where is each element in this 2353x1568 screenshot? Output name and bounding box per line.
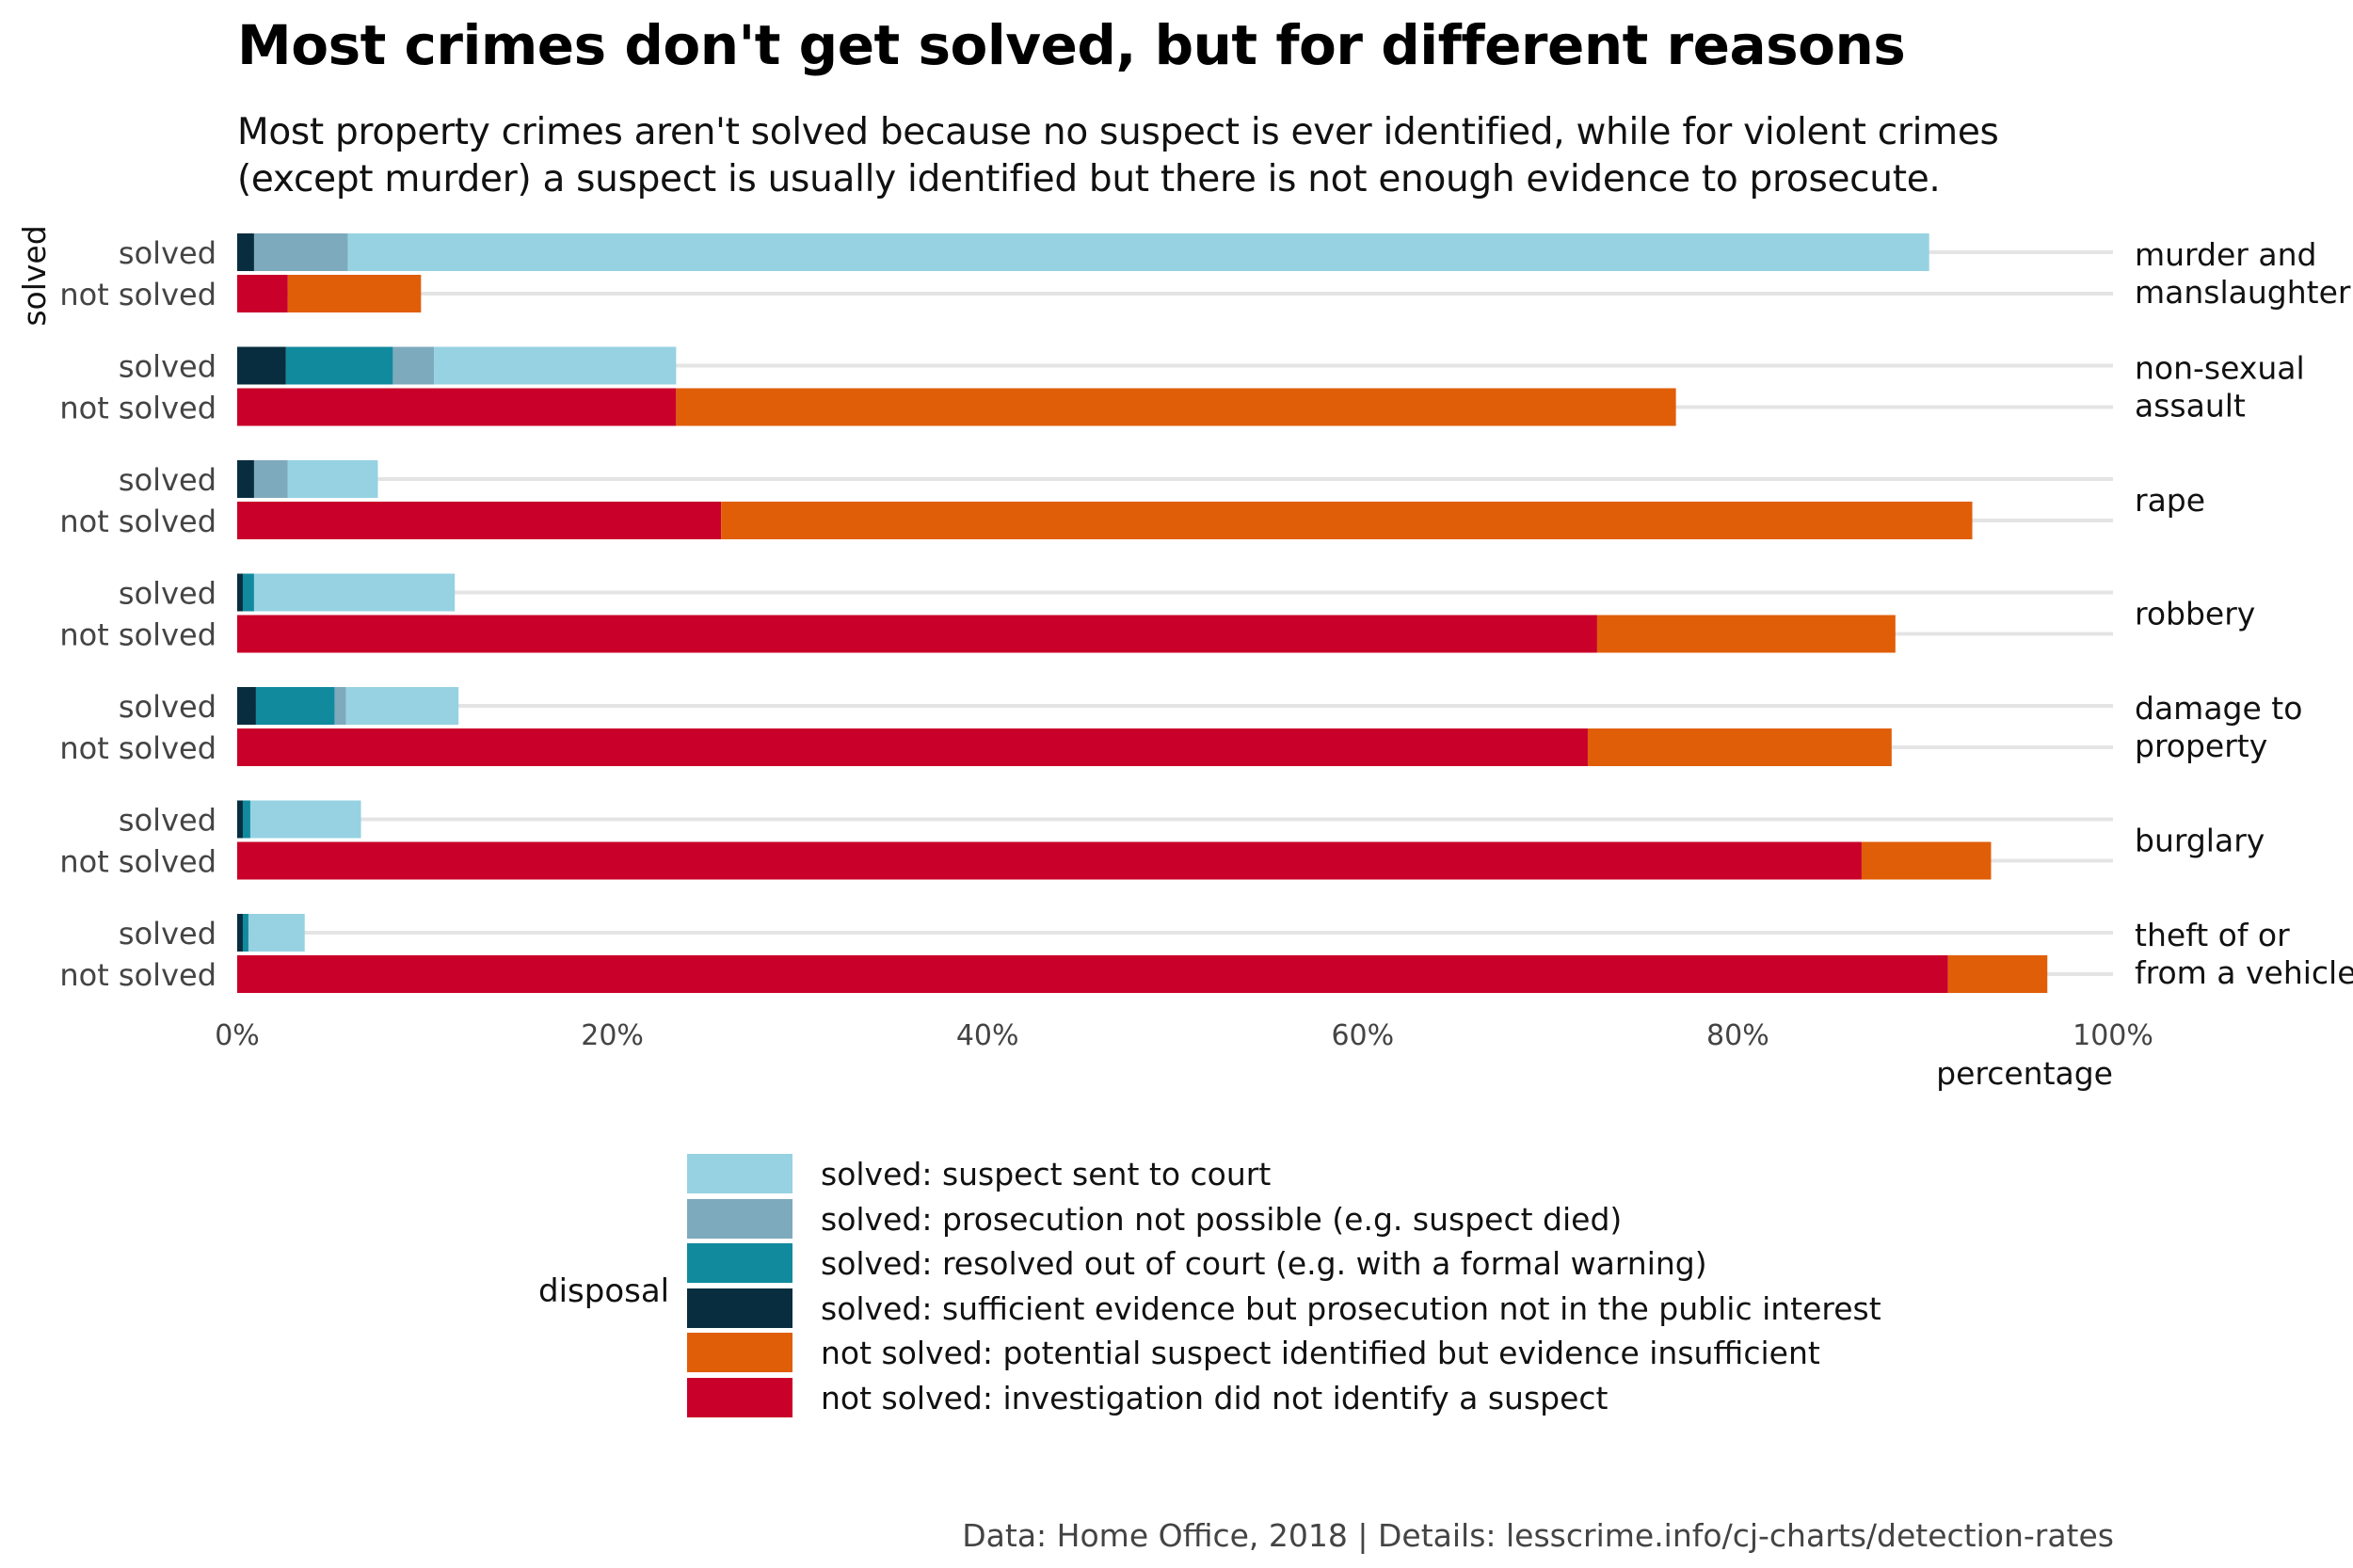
bar-segment-robbery-not-solved [237,615,1597,653]
row-label: not solved [59,617,216,653]
x-tick-label: 100% [2073,1019,2153,1052]
crime-label: property [2135,728,2267,764]
bar-segment-robbery-not-solved [1596,615,1896,653]
bar-segment-robbery-solved [237,573,243,612]
chart-subtitle-line-2: (except murder) a suspect is usually ide… [237,158,1941,200]
bar-segment-non-sexual-assault-not-solved [237,388,677,426]
row-label: not solved [59,277,216,312]
bar-segment-rape-solved [287,460,378,498]
bar-segment-non-sexual-assault-solved [285,346,393,385]
bar-segment-non-sexual-assault-solved [434,346,677,385]
legend-swatch [687,1288,792,1328]
bar-segment-murder-and-manslaughter-not-solved [237,275,288,312]
legend-swatch [687,1198,792,1239]
row-label: not solved [59,391,216,426]
chart-subtitle-line-1: Most property crimes aren't solved becau… [237,111,1999,153]
chart-title: Most crimes don't get solved, but for di… [237,13,1906,77]
bar-segment-theft-of-or-from-a-vehicle-solved [237,914,243,952]
bar-segment-non-sexual-assault-solved [392,346,435,385]
row-label: solved [119,803,216,839]
bar-segment-burglary-solved [249,800,361,839]
bar-segment-damage-to-property-solved [237,687,256,725]
bar-segment-murder-and-manslaughter-solved [347,233,1929,271]
legend-label: solved: prosecution not possible (e.g. s… [821,1200,1623,1238]
crime-label: rape [2135,482,2205,519]
row-label: solved [119,462,216,498]
crime-label: from a vehicle [2135,954,2353,991]
bar-segment-non-sexual-assault-not-solved [676,388,1676,426]
crime-label: manslaughter [2135,274,2351,311]
bar-segment-burglary-not-solved [1861,841,1992,880]
legend-title: disposal [538,1272,670,1310]
bar-segment-burglary-solved [237,800,243,839]
y-axis-title: solved [16,225,53,326]
bar-segment-murder-and-manslaughter-solved [253,233,348,271]
legend-label: not solved: investigation did not identi… [821,1379,1609,1416]
row-label: solved [119,576,216,612]
crime-label: murder and [2135,236,2316,273]
bar-segment-burglary-solved [242,800,250,839]
crime-label: assault [2135,388,2246,424]
bars [237,233,2048,993]
row-label: solved [119,349,216,385]
x-tick-label: 40% [956,1019,1019,1052]
bar-segment-non-sexual-assault-solved [237,346,286,385]
legend-swatch [687,1243,792,1283]
legend-label: solved: resolved out of court (e.g. with… [821,1245,1707,1282]
row-label: not solved [59,957,216,993]
row-label: solved [119,916,216,952]
bar-segment-theft-of-or-from-a-vehicle-solved [242,914,248,952]
crime-label: burglary [2135,823,2265,859]
legend-label: solved: suspect sent to court [821,1156,1272,1192]
bar-segment-damage-to-property-not-solved [1587,728,1892,766]
legend-label: solved: sufficient evidence but prosecut… [821,1289,1881,1327]
x-axis-title: percentage [1936,1055,2113,1092]
chart-caption: Data: Home Office, 2018 | Details: lessc… [962,1517,2114,1554]
bar-segment-robbery-solved [253,573,456,612]
x-tick-label: 0% [215,1019,260,1052]
bar-segment-murder-and-manslaughter-solved [237,233,254,271]
bar-segment-theft-of-or-from-a-vehicle-solved [248,914,305,952]
row-label: solved [119,689,216,725]
x-tick-label: 20% [581,1019,644,1052]
crime-label: robbery [2135,596,2255,632]
bar-segment-rape-solved [237,460,254,498]
crime-label: damage to [2135,690,2302,727]
bar-segment-murder-and-manslaughter-not-solved [287,275,422,312]
bar-segment-rape-not-solved [721,502,1973,539]
bar-segment-damage-to-property-solved [334,687,346,725]
bar-segment-burglary-not-solved [237,841,1862,880]
crime-label: non-sexual [2135,350,2305,387]
x-tick-label: 80% [1706,1019,1769,1052]
bar-segment-damage-to-property-solved [255,687,335,725]
crime-label: theft of or [2135,917,2290,953]
bar-segment-theft-of-or-from-a-vehicle-not-solved [237,955,1948,993]
legend-swatch [687,1333,792,1372]
row-label: not solved [59,844,216,880]
bar-segment-rape-solved [253,460,288,498]
legend-label: not solved: potential suspect identified… [821,1335,1820,1371]
bar-segment-rape-not-solved [237,502,722,539]
legend-swatch [687,1377,792,1417]
bar-segment-theft-of-or-from-a-vehicle-not-solved [1947,955,2048,993]
bar-segment-damage-to-property-solved [345,687,459,725]
row-label: solved [119,235,216,271]
row-label: not solved [59,730,216,766]
bar-segment-robbery-solved [242,573,254,612]
x-tick-label: 60% [1331,1019,1394,1052]
legend-swatch [687,1154,792,1193]
bar-segment-damage-to-property-not-solved [237,728,1588,766]
row-label: not solved [59,504,216,539]
